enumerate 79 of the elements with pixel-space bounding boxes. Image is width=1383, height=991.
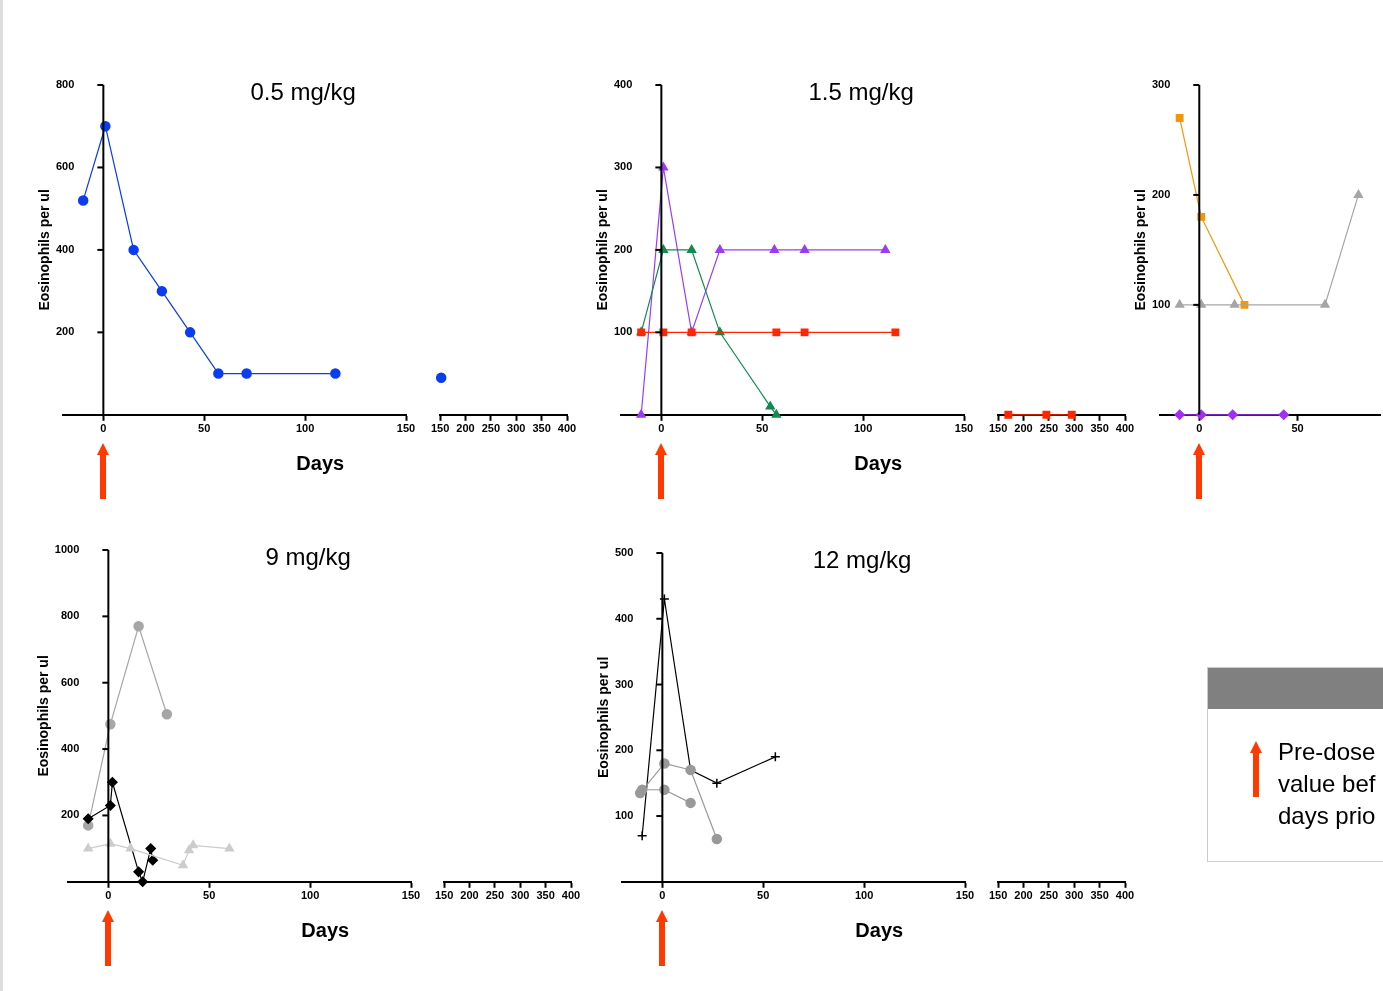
x-axis-title: Days bbox=[855, 919, 904, 942]
x-tick-label: 0 bbox=[100, 422, 107, 435]
y-tick-label: 600 bbox=[55, 160, 75, 173]
x-tick-label: 200 bbox=[460, 889, 479, 902]
y-axis-title: Eosinophils per ul bbox=[594, 656, 611, 779]
x-tick-label: 300 bbox=[1065, 422, 1084, 435]
y-tick-label: 400 bbox=[614, 611, 634, 624]
y-tick-label: 100 bbox=[614, 809, 634, 822]
x-tick-label: 250 bbox=[481, 422, 501, 435]
x-tick-label: 350 bbox=[536, 889, 555, 902]
x-axis-title: Days bbox=[301, 919, 350, 942]
y-axis-title: Eosinophils per ul bbox=[35, 189, 52, 311]
x-tick-label: 200 bbox=[1014, 422, 1033, 435]
x-tick-label: 150 bbox=[401, 889, 421, 902]
chart-title: 12 mg/kg bbox=[812, 545, 912, 573]
text: Pre-dose bbox=[1278, 738, 1376, 765]
x-tick-label: 400 bbox=[1115, 889, 1135, 902]
y-tick-label: 100 bbox=[1151, 297, 1171, 310]
text: days prio bbox=[1278, 802, 1376, 829]
y-tick-label: 200 bbox=[60, 808, 80, 821]
y-tick-label: 200 bbox=[1151, 187, 1171, 200]
x-tick-label: 0 bbox=[105, 889, 112, 902]
x-tick-label: 150 bbox=[989, 422, 1008, 435]
x-tick-label: 50 bbox=[756, 422, 769, 435]
y-tick-label: 400 bbox=[55, 242, 75, 255]
y-axis-title: Eosinophils per ul bbox=[593, 189, 610, 311]
x-tick-label: 300 bbox=[511, 889, 530, 902]
x-tick-label: 50 bbox=[757, 889, 770, 902]
y-tick-label: 200 bbox=[613, 242, 633, 255]
x-tick-label: 250 bbox=[485, 889, 505, 902]
text: value bef bbox=[1278, 770, 1376, 797]
x-tick-label: 50 bbox=[1291, 422, 1304, 435]
x-tick-label: 150 bbox=[435, 889, 454, 902]
y-axis-title: Eosinophils per ul bbox=[34, 655, 51, 777]
x-tick-label: 400 bbox=[561, 889, 581, 902]
x-tick-label: 150 bbox=[989, 889, 1008, 902]
y-tick-label: 800 bbox=[55, 78, 75, 91]
chart-title: 1.5 mg/kg bbox=[808, 77, 914, 105]
x-tick-label: 350 bbox=[532, 422, 551, 435]
y-tick-label: 400 bbox=[613, 78, 633, 91]
x-tick-label: 350 bbox=[1090, 889, 1109, 902]
x-tick-label: 200 bbox=[456, 422, 475, 435]
y-tick-label: 400 bbox=[60, 742, 80, 755]
x-tick-label: 100 bbox=[295, 422, 315, 435]
y-tick-label: 600 bbox=[60, 675, 80, 688]
y-tick-label: 100 bbox=[613, 325, 633, 338]
x-tick-label: 300 bbox=[1065, 889, 1084, 902]
x-tick-label: 100 bbox=[854, 889, 874, 902]
y-tick-label: 300 bbox=[614, 677, 634, 690]
x-tick-label: 250 bbox=[1039, 889, 1059, 902]
x-tick-label: 150 bbox=[431, 422, 450, 435]
x-tick-label: 150 bbox=[396, 422, 416, 435]
x-axis-title: Days bbox=[296, 452, 345, 475]
x-tick-label: 0 bbox=[1196, 422, 1203, 435]
x-tick-label: 150 bbox=[955, 889, 975, 902]
x-tick-label: 50 bbox=[203, 889, 216, 902]
x-tick-label: 100 bbox=[300, 889, 320, 902]
y-tick-label: 800 bbox=[60, 609, 80, 622]
x-tick-label: 100 bbox=[853, 422, 873, 435]
x-tick-label: 400 bbox=[1115, 422, 1135, 435]
y-tick-label: 200 bbox=[614, 743, 634, 756]
x-axis-title: Days bbox=[854, 452, 903, 475]
x-tick-label: 200 bbox=[1014, 889, 1033, 902]
y-axis-title: Eosinophils per ul bbox=[1131, 189, 1148, 311]
x-tick-label: 350 bbox=[1090, 422, 1109, 435]
x-tick-label: 400 bbox=[557, 422, 577, 435]
y-tick-label: 500 bbox=[614, 546, 634, 559]
x-tick-label: 0 bbox=[659, 889, 666, 902]
x-tick-label: 0 bbox=[658, 422, 665, 435]
x-tick-label: 250 bbox=[1039, 422, 1059, 435]
y-tick-label: 1000 bbox=[54, 543, 80, 556]
y-tick-label: 200 bbox=[55, 325, 75, 338]
y-tick-label: 300 bbox=[613, 160, 633, 173]
y-tick-label: 300 bbox=[1151, 78, 1171, 91]
chart-title: 9 mg/kg bbox=[265, 542, 351, 570]
chart-title: 0.5 mg/kg bbox=[250, 77, 356, 105]
x-tick-label: 50 bbox=[198, 422, 211, 435]
x-tick-label: 150 bbox=[954, 422, 974, 435]
x-tick-label: 300 bbox=[507, 422, 526, 435]
